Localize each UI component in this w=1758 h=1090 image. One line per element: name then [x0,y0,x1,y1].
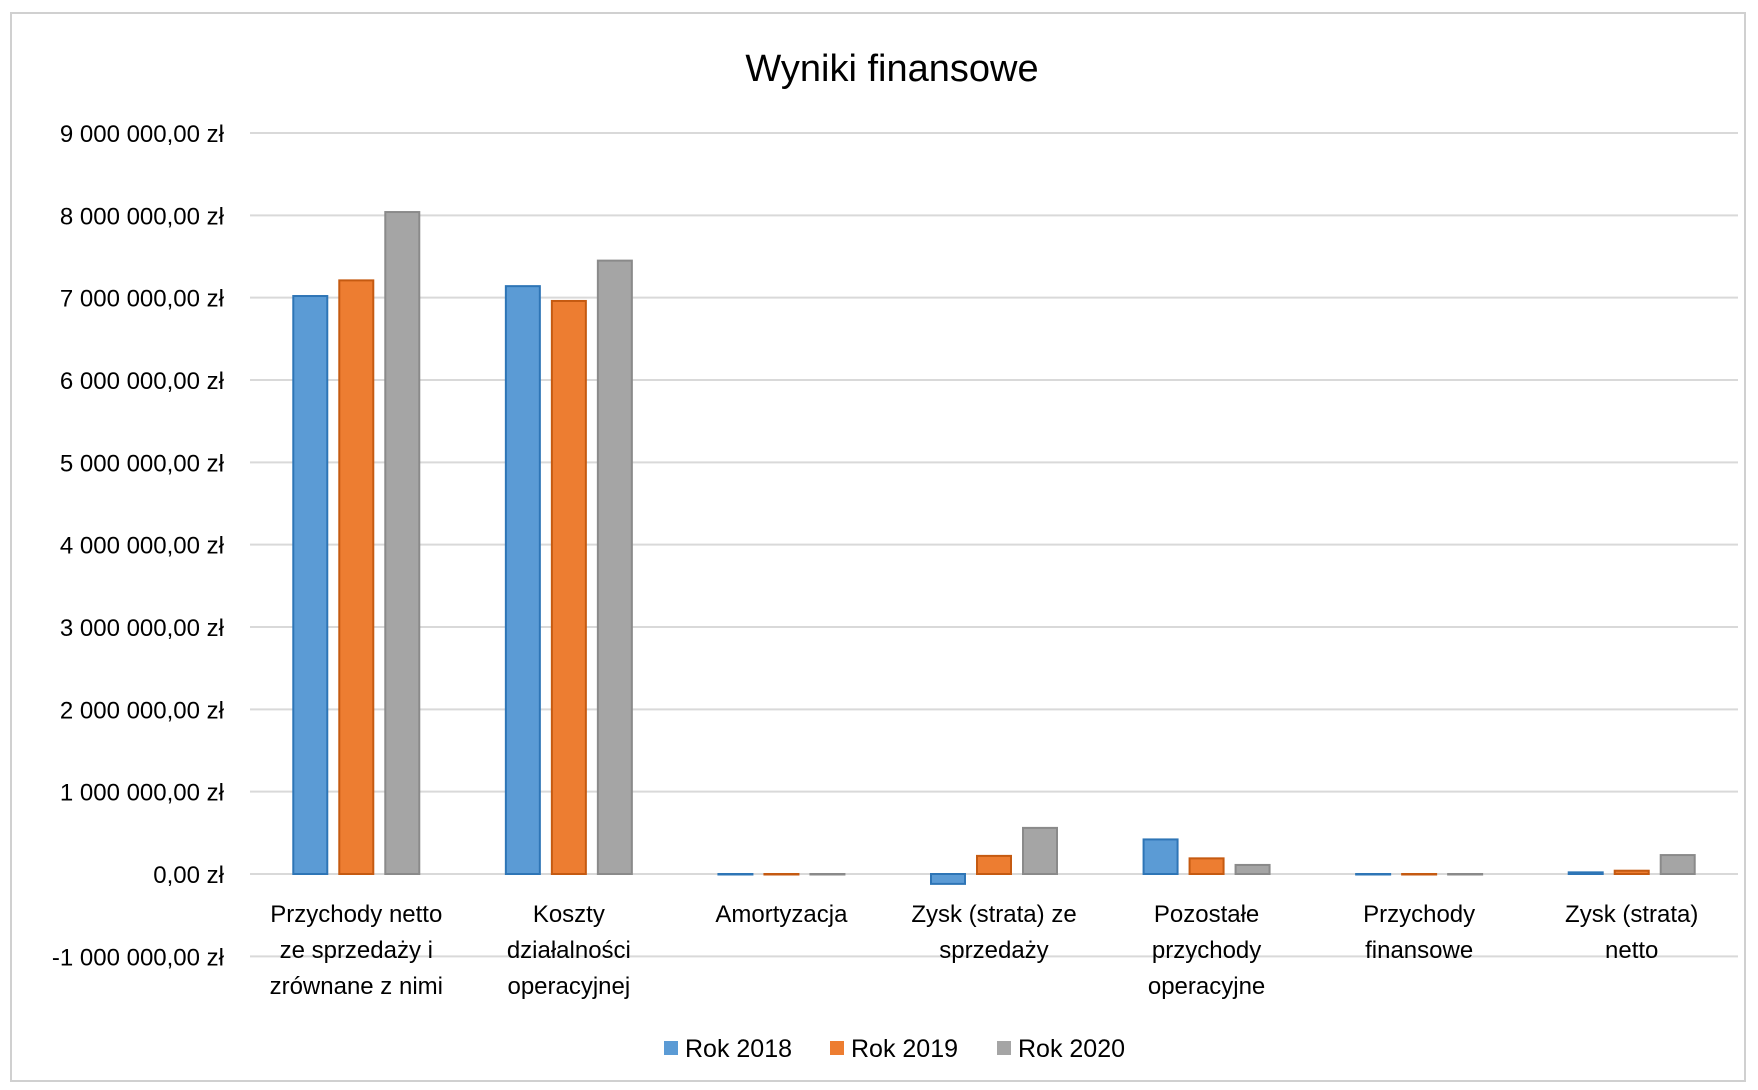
bar-rok-2018 [930,873,966,885]
y-tick-label: 6 000 000,00 zł [60,368,225,395]
legend-label: Rok 2019 [851,1035,958,1063]
x-tick-label: ze sprzedaży i [280,937,433,964]
y-tick-label: 1 000 000,00 zł [60,780,225,807]
bar-rok-2018 [1567,871,1604,875]
legend-label: Rok 2020 [1018,1035,1125,1063]
legend-swatch [997,1041,1011,1055]
bar-rok-2018 [717,873,754,876]
chart-title: Wyniki finansowe [745,48,1038,90]
x-tick-label: Zysk (strata) [1565,901,1698,928]
legend-label: Rok 2018 [685,1035,792,1063]
bar-rok-2018 [1142,838,1179,875]
x-tick-label: operacyjne [1148,973,1265,1000]
bars [292,211,1696,885]
x-axis-ticks: Przychody netto ze sprzedaży i zrównane z … [270,901,1699,1000]
y-tick-label: 9 000 000,00 zł [60,121,225,148]
x-tick-label: finansowe [1365,937,1473,964]
bar-rok-2018 [1355,873,1392,876]
y-tick-label: 2 000 000,00 zł [60,697,225,724]
bar-rok-2020 [1234,863,1271,876]
bar-rok-2019 [1188,857,1225,876]
y-tick-label: 4 000 000,00 zł [60,533,225,560]
bar-rok-2020 [596,259,633,876]
x-tick-label: Przychody netto [270,901,442,928]
legend-swatch [830,1041,844,1055]
x-tick-label: Przychody [1363,901,1475,928]
bar-rok-2020 [384,211,421,876]
x-tick-label: Pozostałe [1154,901,1259,928]
y-axis-ticks: -1 000 000,00 zł 0,00 zł 1 000 000,00 zł 2 … [52,121,225,971]
bar-rok-2020 [1659,854,1696,876]
bar-rok-2019 [1613,869,1650,875]
bar-rok-2018 [292,295,329,875]
y-tick-label: 3 000 000,00 zł [60,615,225,642]
legend-swatch [664,1041,678,1055]
y-tick-label: 8 000 000,00 zł [60,203,225,230]
bar-rok-2018 [504,285,541,875]
bar-rok-2020 [1447,873,1484,876]
x-tick-label: Zysk (strata) ze [911,901,1076,928]
x-tick-label: sprzedaży [939,937,1048,964]
y-tick-label: 0,00 zł [153,862,224,889]
bar-rok-2020 [809,873,846,876]
y-tick-label: 7 000 000,00 zł [60,286,225,313]
x-tick-label: zrównane z nimi [270,973,443,1000]
bar-rok-2019 [550,299,587,875]
x-tick-label: Koszty [533,901,605,928]
gridlines [250,132,1738,958]
x-tick-label: operacyjnej [507,973,630,1000]
x-tick-label: przychody [1152,937,1261,964]
bar-rok-2020 [1022,826,1058,875]
x-tick-label: działalności [507,937,631,964]
legend: Rok 2018 Rok 2019 Rok 2020 [664,1035,1125,1063]
x-tick-label: Amortyzacja [715,901,848,928]
bar-rok-2019 [1401,873,1438,876]
bar-rok-2019 [338,279,375,876]
y-tick-label: 5 000 000,00 zł [60,450,225,477]
x-tick-label: netto [1605,937,1658,964]
bar-rok-2019 [976,854,1012,875]
y-tick-label: -1 000 000,00 zł [52,944,225,971]
bar-rok-2019 [763,873,800,876]
